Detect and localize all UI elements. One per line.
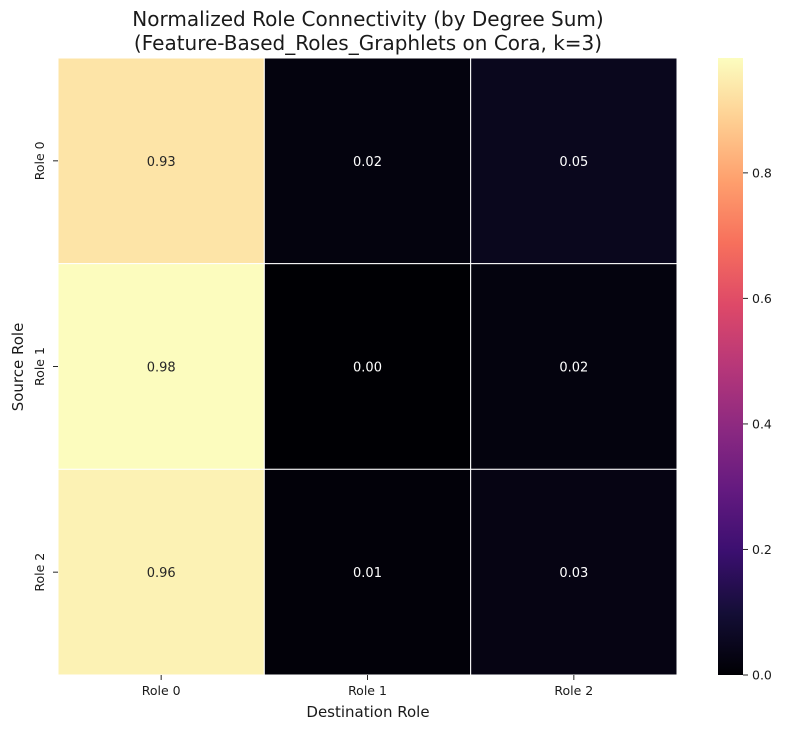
y-tick-label: Role 2: [32, 553, 47, 592]
x-axis-label: Destination Role: [306, 703, 429, 721]
cell-value-label: 0.02: [559, 361, 588, 376]
heatmap-cell: [57, 263, 265, 470]
chart-title-line1: Normalized Role Connectivity (by Degree …: [132, 7, 603, 31]
y-axis-label: Source Role: [9, 323, 27, 412]
y-tick-label: Role 0: [32, 141, 47, 180]
y-axis-ticks: Role 0 Role 1 Role 2: [32, 141, 58, 592]
colorbar: [718, 58, 743, 675]
cell-value-label: 0.03: [559, 566, 588, 581]
cell-value-label: 0.05: [559, 155, 588, 170]
colorbar-tick-label: 0.0: [752, 668, 772, 683]
chart-title-line2: (Feature-Based_Roles_Graphlets on Cora, …: [134, 31, 602, 55]
colorbar-tick-label: 0.2: [752, 542, 772, 557]
colorbar-ticks: 0.0 0.2 0.4 0.6 0.8: [743, 165, 772, 683]
heatmap-cell: [470, 263, 678, 470]
heatmap-cell: [263, 468, 472, 676]
y-tick-label: Role 1: [32, 347, 47, 386]
heatmap-cell: [263, 57, 472, 265]
colorbar-tick-label: 0.4: [752, 416, 772, 431]
cell-value-label: 0.00: [353, 361, 382, 376]
x-tick-label: Role 0: [142, 683, 181, 698]
cell-value-label: 0.01: [353, 566, 382, 581]
x-axis-ticks: Role 0 Role 1 Role 2: [142, 675, 593, 698]
x-tick-label: Role 1: [348, 683, 387, 698]
cell-value-label: 0.02: [353, 155, 382, 170]
heatmap-cell: [57, 468, 265, 676]
heatmap-cell: [57, 57, 265, 265]
x-tick-label: Role 2: [554, 683, 593, 698]
colorbar-tick-label: 0.8: [752, 165, 772, 180]
heatmap-cells: 0.93 0.02 0.05 0.98 0.00 0.02 0.96 0.01 0.03: [57, 57, 678, 676]
heatmap-cell: [263, 263, 472, 470]
cell-value-label: 0.96: [147, 566, 176, 581]
heatmap-cell: [470, 57, 678, 265]
colorbar-tick-label: 0.6: [752, 291, 772, 306]
cell-value-label: 0.93: [147, 155, 176, 170]
cell-value-label: 0.98: [147, 361, 176, 376]
